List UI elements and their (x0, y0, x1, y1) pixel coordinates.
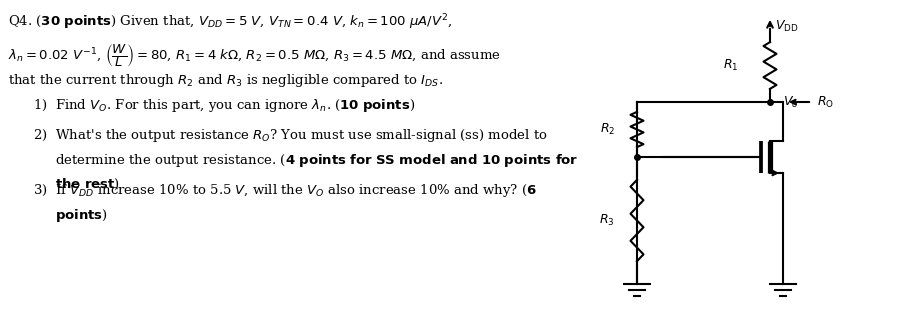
Text: $R_3$: $R_3$ (599, 213, 614, 228)
Text: $R_2$: $R_2$ (599, 122, 614, 137)
Text: determine the output resistance. ($\mathbf{4\ points\ for\ SS\ model\ and\ 10\ p: determine the output resistance. ($\math… (55, 152, 578, 169)
Text: $R_1$: $R_1$ (722, 58, 737, 73)
Text: 1)  Find $V_O$. For this part, you can ignore $\lambda_n$. ($\mathbf{10\ points}: 1) Find $V_O$. For this part, you can ig… (33, 97, 415, 114)
Text: $\mathbf{the\ rest}$): $\mathbf{the\ rest}$) (55, 177, 120, 192)
Text: $\mathbf{points}$): $\mathbf{points}$) (55, 207, 107, 224)
Text: $R_{\rm O}$: $R_{\rm O}$ (816, 95, 833, 110)
Text: $V_{\rm DD}$: $V_{\rm DD}$ (774, 19, 797, 34)
Text: 2)  What's the output resistance $R_O$? You must use small-signal (ss) model to: 2) What's the output resistance $R_O$? Y… (33, 127, 548, 144)
Text: Q4. ($\mathbf{30\ points}$) Given that, $V_{DD} = 5\ V$, $V_{TN} = 0.4\ V$, $k_n: Q4. ($\mathbf{30\ points}$) Given that, … (8, 12, 452, 32)
Text: $V_o$: $V_o$ (782, 95, 797, 110)
Text: 3)  If $V_{DD}$ increase 10% to 5.5 $V$, will the $V_O$ also increase 10% and wh: 3) If $V_{DD}$ increase 10% to 5.5 $V$, … (33, 182, 537, 199)
Text: that the current through $R_2$ and $R_3$ is negligible compared to $I_{DS}$.: that the current through $R_2$ and $R_3$… (8, 72, 443, 89)
Text: $\lambda_n = 0.02\ V^{-1}$, $\left(\dfrac{W}{L}\right) = 80$, $R_1 = 4\ k\Omega$: $\lambda_n = 0.02\ V^{-1}$, $\left(\dfra… (8, 42, 501, 69)
